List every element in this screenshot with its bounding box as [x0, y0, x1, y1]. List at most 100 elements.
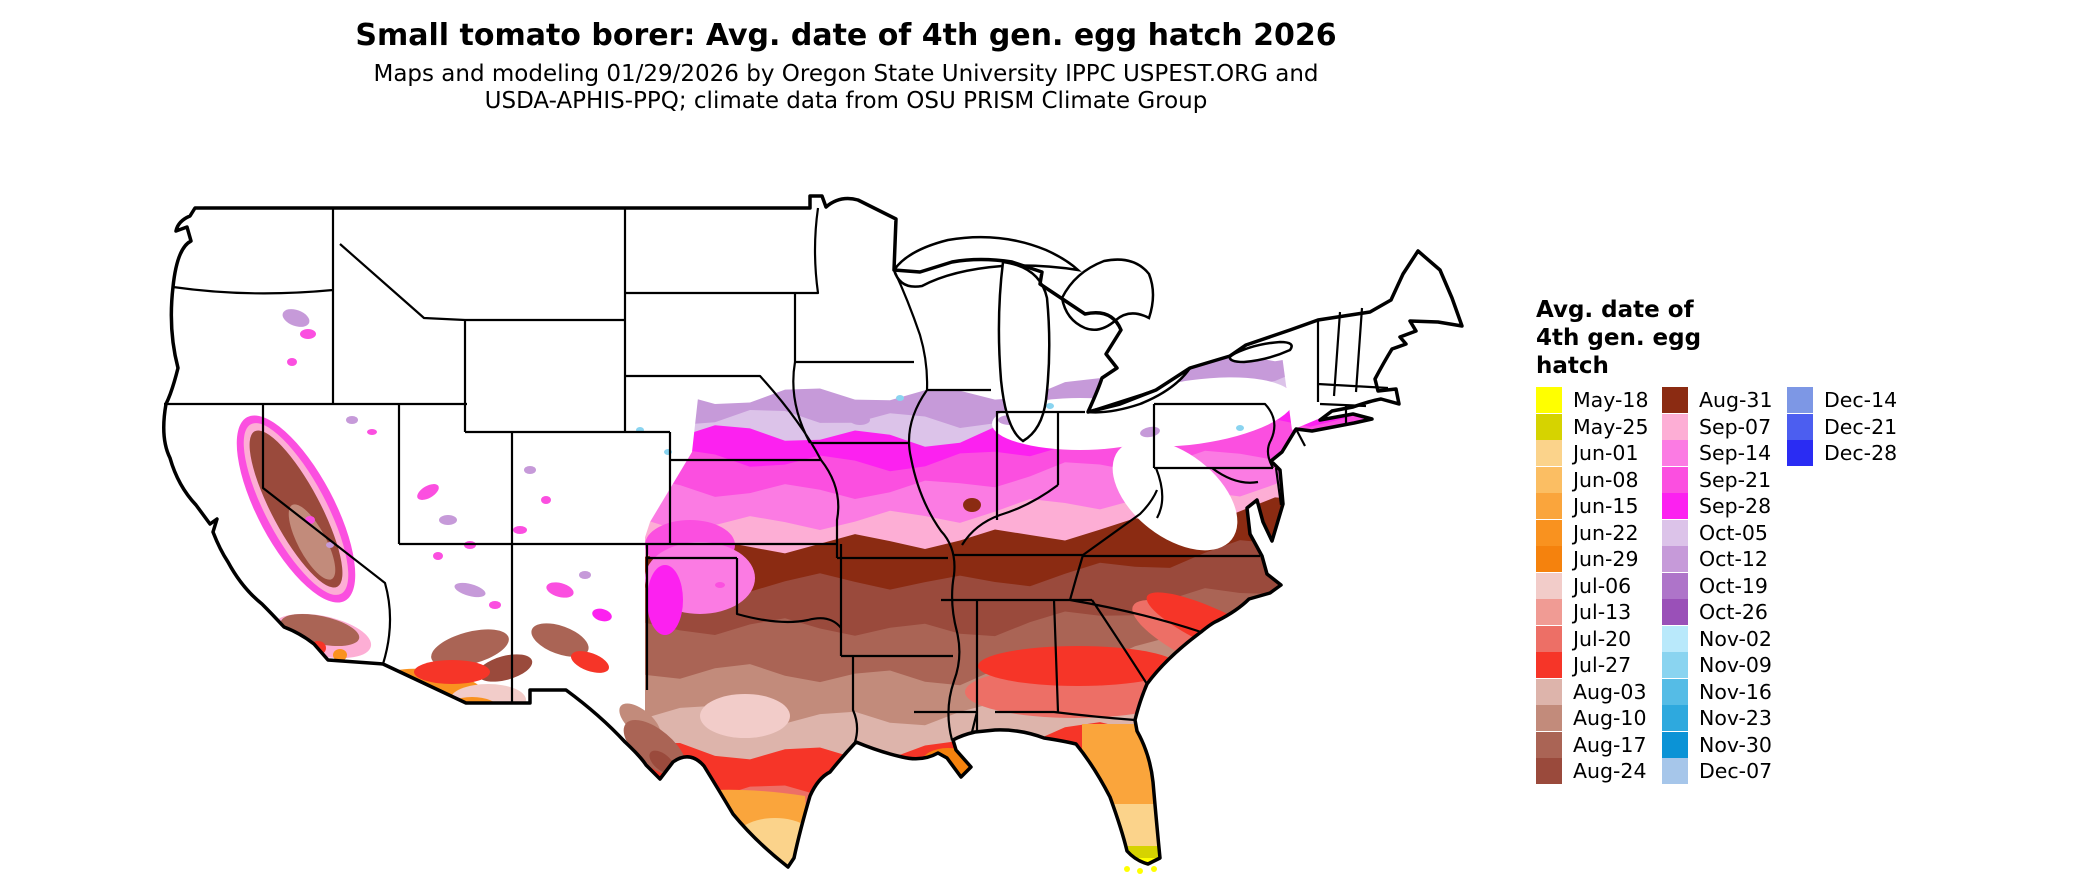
legend-entry-label: Jun-01 [1573, 441, 1639, 466]
legend-entry-label: Nov-30 [1699, 732, 1772, 757]
legend-entry: Jul-27 [1536, 652, 1649, 679]
legend-entry: May-25 [1536, 413, 1649, 441]
legend-entry: Oct-19 [1662, 572, 1773, 600]
legend-entry: Sep-14 [1662, 440, 1773, 467]
legend-entry: Jul-20 [1536, 625, 1649, 653]
legend-entry-label: Dec-14 [1824, 388, 1898, 413]
legend-entry: Nov-09 [1662, 652, 1773, 679]
legend-entry: Oct-12 [1662, 546, 1773, 573]
legend-swatch [1536, 625, 1562, 652]
legend-swatch [1536, 705, 1562, 732]
legend-entry: Sep-28 [1662, 493, 1773, 520]
legend-entry: Jun-15 [1536, 493, 1649, 520]
legend-swatch [1662, 546, 1688, 573]
legend-swatch [1662, 413, 1688, 440]
legend-swatch [1536, 387, 1562, 414]
attribution-line-1: Maps and modeling 01/29/2026 by Oregon S… [373, 61, 1319, 87]
legend-entry: Dec-28 [1787, 440, 1897, 467]
legend-entry-label: May-18 [1573, 388, 1649, 413]
legend-entry-label: Aug-31 [1699, 388, 1773, 413]
legend-swatch [1536, 572, 1562, 599]
us-outline [162, 194, 1464, 869]
legend-swatch [1536, 546, 1562, 573]
legend-entry-label: Nov-09 [1699, 653, 1772, 678]
legend-swatch [1662, 625, 1688, 652]
legend-entry: Aug-10 [1536, 705, 1649, 732]
legend-entry-label: Jun-22 [1573, 520, 1639, 545]
legend-swatch [1662, 678, 1688, 705]
legend-swatch [1536, 758, 1562, 785]
legend-entry-label: Jul-27 [1573, 653, 1632, 678]
legend: Avg. date of 4th gen. egg hatch May-18 Ma… [1536, 296, 1897, 785]
map-raster [163, 196, 1462, 867]
legend-entry-label: Aug-03 [1573, 679, 1647, 704]
legend-swatch [1787, 413, 1813, 440]
legend-entry: Jun-22 [1536, 519, 1649, 547]
legend-entry-label: Jun-29 [1573, 547, 1639, 572]
legend-entry-label: Sep-14 [1699, 441, 1772, 466]
legend-swatch [1536, 678, 1562, 705]
legend-entry-label: Nov-16 [1699, 679, 1772, 704]
legend-entry-label: Jun-15 [1573, 494, 1639, 519]
legend-swatch [1662, 731, 1688, 758]
legend-swatch [1536, 466, 1562, 493]
legend-entry: Jun-08 [1536, 466, 1649, 494]
legend-entry: Nov-30 [1662, 731, 1773, 759]
state-borders [164, 207, 1389, 743]
attribution-line-2: USDA-APHIS-PPQ; climate data from OSU PR… [484, 87, 1208, 114]
legend-entry: Oct-26 [1662, 599, 1773, 626]
legend-swatch [1536, 519, 1562, 546]
great-lake [892, 235, 1082, 288]
legend-swatch [1662, 652, 1688, 679]
legend-entry: Aug-31 [1662, 387, 1773, 414]
legend-entry: Nov-23 [1662, 705, 1773, 732]
florida-keys-dot [1151, 866, 1157, 872]
legend-swatch [1662, 758, 1688, 785]
florida-keys-dot [1124, 866, 1130, 872]
legend-entry: Jul-06 [1536, 572, 1649, 600]
legend-entry-label: Nov-23 [1699, 706, 1772, 731]
legend-entry-label: Oct-26 [1699, 600, 1768, 625]
legend-title: Avg. date of 4th gen. egg hatch [1536, 297, 1702, 379]
page-title: Small tomato borer: Avg. date of 4th gen… [355, 18, 1337, 53]
great-lake [997, 260, 1051, 443]
legend-swatch [1662, 440, 1688, 467]
legend-entry: Aug-17 [1536, 731, 1649, 759]
map-attribution: Maps and modeling 01/29/2026 by Oregon S… [0, 61, 1692, 114]
legend-swatch [1536, 440, 1562, 467]
great-lake [1087, 366, 1192, 414]
legend-entry: Sep-21 [1662, 466, 1773, 494]
legend-swatch [1662, 519, 1688, 546]
legend-swatch [1662, 599, 1688, 626]
legend-entry: Jul-13 [1536, 599, 1649, 626]
legend-swatch [1787, 387, 1813, 414]
legend-entry: Dec-14 [1787, 387, 1897, 414]
legend-swatch [1536, 599, 1562, 626]
legend-entry-label: Aug-24 [1573, 759, 1647, 784]
legend-entry-label: Nov-02 [1699, 626, 1772, 651]
legend-entry: May-18 [1536, 387, 1649, 414]
legend-entry-label: Dec-21 [1824, 414, 1898, 439]
legend-entry-label: May-25 [1573, 414, 1649, 439]
legend-entry-label: Aug-17 [1573, 732, 1647, 757]
legend-swatch [1662, 705, 1688, 732]
legend-entry-label: Jun-08 [1573, 467, 1639, 492]
legend-entry-label: Dec-28 [1824, 441, 1898, 466]
great-lake [1228, 340, 1293, 364]
legend-entry: Sep-07 [1662, 413, 1773, 441]
legend-entry: Nov-16 [1662, 678, 1773, 706]
legend-column: Dec-14 Dec-21 Dec-28 [1787, 387, 1897, 467]
legend-entry-label: Oct-05 [1699, 520, 1768, 545]
florida-keys-dot [1137, 868, 1143, 874]
legend-column: May-18 May-25 Jun-01 Jun-08 Jun-15 Jun-22 Jun-… [1536, 387, 1649, 785]
legend-swatch [1536, 493, 1562, 520]
legend-entry-label: Dec-07 [1699, 759, 1773, 784]
legend-swatch [1536, 652, 1562, 679]
legend-entry: Oct-05 [1662, 519, 1773, 547]
legend-swatch [1662, 572, 1688, 599]
legend-column: Aug-31 Sep-07 Sep-14 Sep-21 Sep-28 Oct-05 Oct-… [1662, 387, 1773, 785]
legend-swatch [1662, 466, 1688, 493]
legend-swatch [1662, 387, 1688, 414]
legend-entry-label: Jul-13 [1573, 600, 1632, 625]
